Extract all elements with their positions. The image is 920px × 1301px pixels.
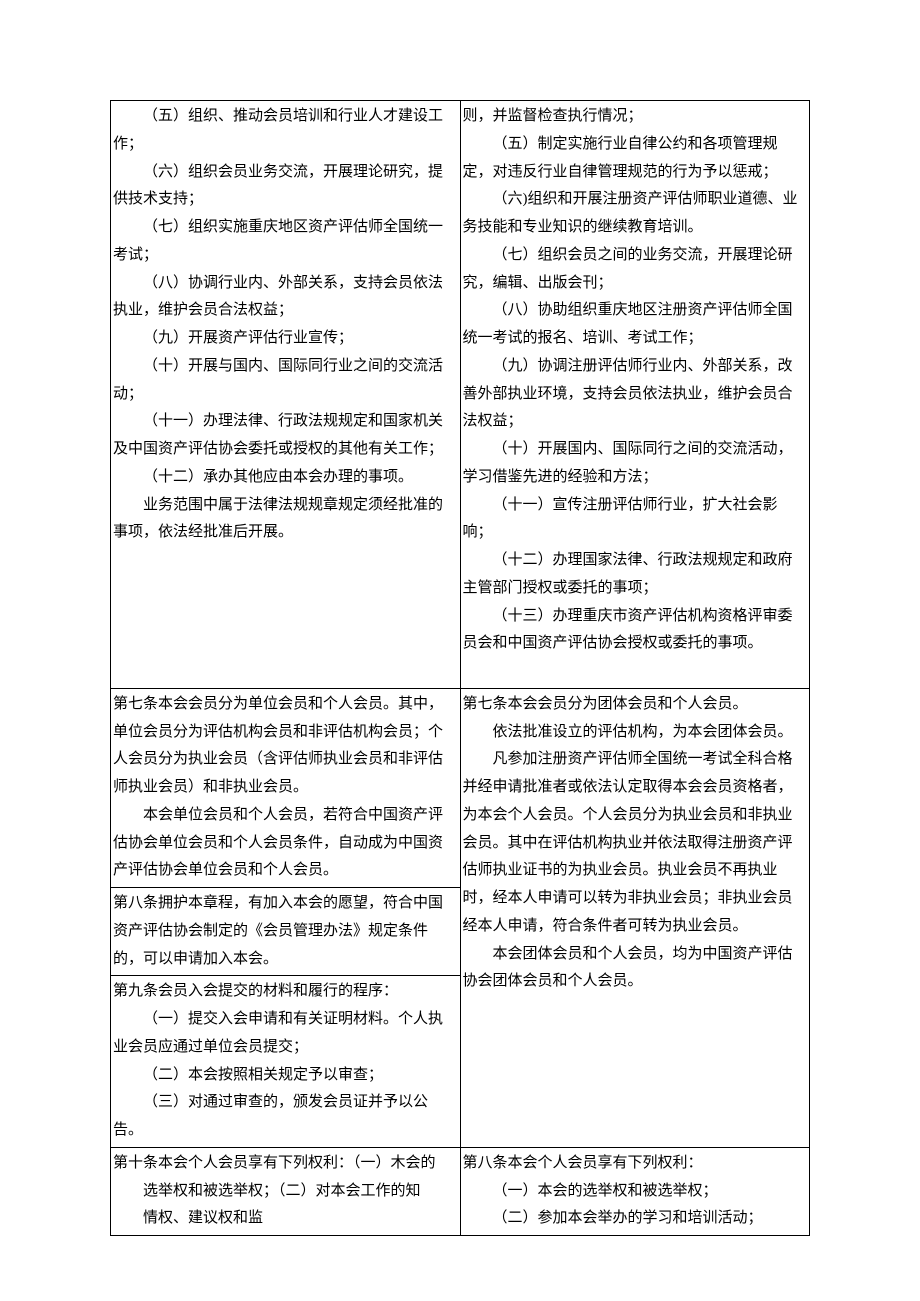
right-cell: 第八条本会个人会员享有下列权利：（一）本会的选举权和被选举权；（二）参加本会举办… xyxy=(460,1147,810,1235)
paragraph: 依法批准设立的评估机构，为本会团体会员。 xyxy=(463,719,806,747)
paragraph: 第九条会员入会提交的材料和履行的程序： xyxy=(113,978,456,1006)
paragraph: （一）本会的选举权和被选举权； xyxy=(463,1178,806,1206)
paragraph: （七）组织会员之间的业务交流，开展理论研究，编辑、出版会刊； xyxy=(463,242,806,298)
paragraph: （八）协助组织重庆地区注册资产评估师全国统一考试的报名、培训、考试工作； xyxy=(463,297,806,353)
table-row: 第十条本会个人会员享有下列权利：（一）木会的选举权和被选举权；（二）对本会工作的… xyxy=(111,1147,810,1235)
paragraph: （二）本会按照相关规定予以审查； xyxy=(113,1062,456,1090)
paragraph: 则，并监督检查执行情况； xyxy=(463,103,806,131)
paragraph: （九）协调注册评估师行业内、外部关系，改善外部执业环境，支持会员依法执业，维护会… xyxy=(463,353,806,436)
left-cell: （五）组织、推动会员培训和行业人才建设工作；（六）组织会员业务交流，开展理论研究… xyxy=(111,101,461,689)
paragraph: （十一）宣传注册评估师行业，扩大社会影响； xyxy=(463,492,806,548)
paragraph: 第八条拥护本章程，有加入本会的愿望，符合中国资产评估协会制定的《会员管理办法》规… xyxy=(113,890,456,973)
table-row: 第七条本会会员分为单位会员和个人会员。其中，单位会员分为评估机构会员和非评估机构… xyxy=(111,688,810,887)
paragraph xyxy=(463,658,806,686)
paragraph: 第八条本会个人会员享有下列权利： xyxy=(463,1150,806,1178)
paragraph: 第七条本会会员分为团体会员和个人会员。 xyxy=(463,691,806,719)
paragraph: 凡参加注册资产评估师全国统一考试全科合格并经申请批准者或依法认定取得本会会员资格… xyxy=(463,746,806,940)
paragraph: （十二）办理国家法律、行政法规规定和政府主管部门授权或委托的事项； xyxy=(463,547,806,603)
paragraph: （六)组织和开展注册资产评估师职业道德、业务技能和专业知识的继续教育培训。 xyxy=(463,186,806,242)
paragraph: 第十条本会个人会员享有下列权利：（一）木会的 xyxy=(113,1150,456,1178)
left-cell: 第七条本会会员分为单位会员和个人会员。其中，单位会员分为评估机构会员和非评估机构… xyxy=(111,688,461,887)
paragraph: （五）组织、推动会员培训和行业人才建设工作； xyxy=(113,103,456,159)
paragraph: （十）开展与国内、国际同行业之间的交流活动； xyxy=(113,353,456,409)
paragraph: 本会团体会员和个人会员，均为中国资产评估协会团体会员和个人会员。 xyxy=(463,941,806,997)
paragraph: （九）开展资产评估行业宣传； xyxy=(113,325,456,353)
comparison-table: （五）组织、推动会员培训和行业人才建设工作；（六）组织会员业务交流，开展理论研究… xyxy=(110,100,810,1236)
paragraph: （八）协调行业内、外部关系，支持会员依法执业，维护会员合法权益； xyxy=(113,270,456,326)
paragraph: （十一）办理法律、行政法规规定和国家机关及中国资产评估协会委托或授权的其他有关工… xyxy=(113,408,456,464)
paragraph: 本会单位会员和个人会员，若符合中国资产评估协会单位会员和个人会员条件，自动成为中… xyxy=(113,802,456,885)
paragraph: （六）组织会员业务交流，开展理论研究，提供技术支持； xyxy=(113,159,456,215)
paragraph: （十）开展国内、国际同行之间的交流活动，学习借鉴先进的经验和方法； xyxy=(463,436,806,492)
paragraph: 选举权和被选举权；（二）对本会工作的知 xyxy=(113,1178,456,1206)
paragraph: （七）组织实施重庆地区资产评估师全国统一考试； xyxy=(113,214,456,270)
right-cell: 则，并监督检查执行情况；（五）制定实施行业自律公约和各项管理规定，对违反行业自律… xyxy=(460,101,810,689)
table-row: （五）组织、推动会员培训和行业人才建设工作；（六）组织会员业务交流，开展理论研究… xyxy=(111,101,810,689)
paragraph: （一）提交入会申请和有关证明材料。个人执业会员应通过单位会员提交； xyxy=(113,1006,456,1062)
paragraph xyxy=(463,996,806,1024)
left-cell: 第九条会员入会提交的材料和履行的程序：（一）提交入会申请和有关证明材料。个人执业… xyxy=(111,976,461,1148)
table-body: （五）组织、推动会员培训和行业人才建设工作；（六）组织会员业务交流，开展理论研究… xyxy=(111,101,810,1236)
paragraph: 第七条本会会员分为单位会员和个人会员。其中，单位会员分为评估机构会员和非评估机构… xyxy=(113,691,456,802)
left-cell: 第八条拥护本章程，有加入本会的愿望，符合中国资产评估协会制定的《会员管理办法》规… xyxy=(111,888,461,976)
paragraph: （五）制定实施行业自律公约和各项管理规定，对违反行业自律管理规范的行为予以惩戒； xyxy=(463,131,806,187)
paragraph: （二）参加本会举办的学习和培训活动； xyxy=(463,1205,806,1233)
paragraph: （三）对通过审查的，颁发会员证并予以公告。 xyxy=(113,1089,456,1145)
right-cell: 第七条本会会员分为团体会员和个人会员。依法批准设立的评估机构，为本会团体会员。凡… xyxy=(460,688,810,1147)
paragraph: （十二）承办其他应由本会办理的事项。 xyxy=(113,464,456,492)
paragraph: （十三）办理重庆市资产评估机构资格评审委员会和中国资产评估协会授权或委托的事项。 xyxy=(463,603,806,659)
paragraph: 情权、建议权和监 xyxy=(113,1205,456,1233)
paragraph: 业务范围中属于法律法规规章规定须经批准的事项，依法经批准后开展。 xyxy=(113,492,456,548)
left-cell: 第十条本会个人会员享有下列权利：（一）木会的选举权和被选举权；（二）对本会工作的… xyxy=(111,1147,461,1235)
